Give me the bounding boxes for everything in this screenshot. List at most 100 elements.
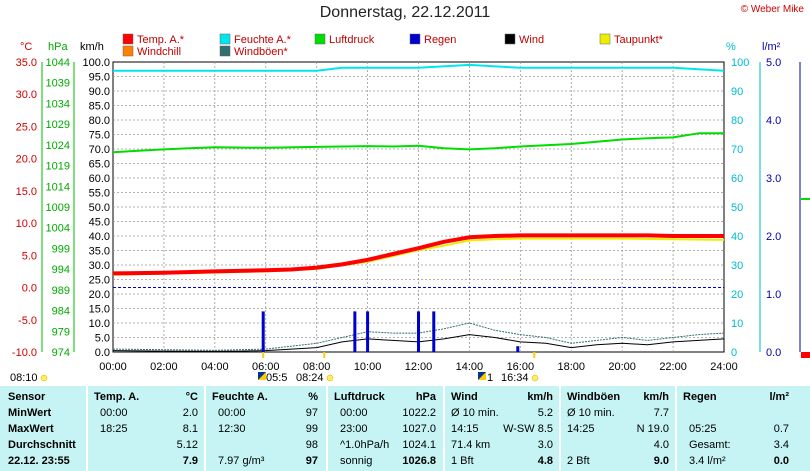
wind-tick-label: 35.0 xyxy=(89,246,110,258)
stats-table: Sensor Temp. A. °C Feuchte A.% Luftdruck hPa W… xyxy=(0,386,810,471)
time-tick-label: 14:00 xyxy=(456,361,484,373)
sun-moon-markers: 08:10 05:5 08:24 1 16:34 xyxy=(10,352,539,384)
legend-swatch xyxy=(219,45,231,57)
stats-row-label: 22.12. 23:55 xyxy=(8,455,70,467)
press-tick-label: 1039 xyxy=(46,78,70,90)
legend-swatch xyxy=(504,33,516,45)
press-unit-label: hPa xyxy=(48,41,68,53)
stats-gust-value: 7.7 xyxy=(653,407,669,419)
time-tick-label: 00:00 xyxy=(99,361,127,373)
hum-tick-label: 90 xyxy=(731,86,743,98)
legend-swatch xyxy=(122,45,134,57)
axis-units: °C hPa km/h% l/m² xyxy=(20,41,781,53)
weather-chart: Temp. A.* Feuchte A.* Luftdruck Regen Wind Ta… xyxy=(10,33,810,384)
sunset-time: 08:24 xyxy=(296,372,324,384)
wind-tick-label: 90.0 xyxy=(89,86,110,98)
stats-wind-value: 3.0 xyxy=(537,439,553,451)
series xyxy=(112,63,725,352)
time-tick-label: 22:00 xyxy=(659,361,687,373)
sunrise-icon-half xyxy=(258,372,266,380)
moonrise-time: 1 xyxy=(487,372,493,384)
stats-temp-value: 7.9 xyxy=(182,455,198,467)
press-tick-label: 979 xyxy=(52,326,70,338)
right-edge-marker-green xyxy=(801,198,810,200)
press-tick-label: 1044 xyxy=(46,57,70,69)
rain-tick-label: 3.0 xyxy=(766,173,781,185)
rain-tick-label: 1.0 xyxy=(766,289,781,301)
press-tick-label: 994 xyxy=(52,264,70,276)
wind-tick-label: 65.0 xyxy=(89,159,110,171)
stats-rain-value: 3.4 xyxy=(773,439,789,451)
stats-header-press: Luftdruck xyxy=(334,391,385,403)
stats-wind-note: 71.4 km xyxy=(451,439,491,451)
rain-tick-label: 0.0 xyxy=(766,347,781,359)
stats-hum-note: 7.97 g/m³ xyxy=(218,455,265,467)
series-line xyxy=(113,63,725,72)
hum-tick-label: 10 xyxy=(731,318,743,330)
wind-tick-label: 30.0 xyxy=(89,260,110,272)
stats-row: 22.12. 23:55 7.9 7.97 g/m³ 97 sonnig 1026.8 1 … xyxy=(0,454,810,469)
temp-tick-label: 30.0 xyxy=(16,89,37,101)
stats-press-value: 1022.2 xyxy=(402,407,436,419)
rain-tick-label: 4.0 xyxy=(766,115,781,127)
temp-unit-label: °C xyxy=(20,41,32,53)
sunrise-axis-marker xyxy=(262,352,265,358)
rain-unit-label: l/m² xyxy=(762,41,781,53)
stats-hum-value: 99 xyxy=(305,423,318,435)
stats-rain-value: 0.7 xyxy=(773,423,789,435)
stats-wind-value: 4.8 xyxy=(537,455,553,467)
wind-tick-label: 15.0 xyxy=(89,304,110,316)
sun-left-time: 08:10 xyxy=(10,372,38,384)
rain-tick-label: 2.0 xyxy=(766,231,781,243)
stats-wind-value: 5.2 xyxy=(537,407,553,419)
stats-hum-value: 97 xyxy=(305,407,318,419)
moon-icon xyxy=(531,374,539,382)
stats-row: MaxWert 18:25 8.1 12:30 99 23:00 1027.0 14:15 W-… xyxy=(0,422,810,437)
rain-bar xyxy=(516,346,520,352)
press-tick-label: 999 xyxy=(52,243,70,255)
press-tick-label: 1009 xyxy=(46,202,70,214)
time-tick-label: 20:00 xyxy=(608,361,636,373)
stats-header-press-unit: hPa xyxy=(415,391,436,403)
wind-tick-label: 10.0 xyxy=(89,318,110,330)
stats-wind-note: Ø 10 min. xyxy=(451,407,499,419)
wind-unit-label: km/h xyxy=(80,41,104,53)
tick-labels: 35.0 30.0 25.0 20.0 15.0 10.0 5.0 0.0 -5.0 -10.0 1… xyxy=(12,57,781,373)
hum-unit-label: % xyxy=(726,41,736,53)
stats-gust-value: N 19.0 xyxy=(636,423,669,435)
series-line xyxy=(112,322,725,351)
time-tick-label: 08:00 xyxy=(303,361,331,373)
legend-label: Feuchte A.* xyxy=(234,34,292,46)
time-tick-label: 02:00 xyxy=(150,361,178,373)
temp-tick-label: 5.0 xyxy=(22,250,37,262)
legend-swatch xyxy=(314,33,326,45)
stats-hum-value: 98 xyxy=(305,439,318,451)
legend-label: Regen xyxy=(424,34,456,46)
press-tick-label: 974 xyxy=(52,347,70,359)
rain-bar xyxy=(417,311,420,352)
stats-press-note: 00:00 xyxy=(340,407,368,419)
time-tick-label: 18:00 xyxy=(557,361,585,373)
stats-press-note: sonnig xyxy=(340,455,373,467)
stats-row-label: MinWert xyxy=(8,407,52,419)
hum-tick-label: 40 xyxy=(731,231,743,243)
stats-header-temp: Temp. A. xyxy=(94,391,140,403)
page-title: Donnerstag, 22.12.2011 xyxy=(319,4,491,21)
stats-rain-value: 0.0 xyxy=(773,455,789,467)
stats-header-hum-unit: % xyxy=(308,391,318,403)
temp-tick-label: 25.0 xyxy=(16,121,37,133)
hum-tick-label: 0 xyxy=(731,347,737,359)
stats-rain-note: 05:25 xyxy=(689,423,717,435)
rain-bar xyxy=(366,311,370,352)
sun-icon xyxy=(326,374,334,382)
wind-tick-label: 55.0 xyxy=(89,188,110,200)
moonset-axis-marker xyxy=(533,352,536,358)
legend-label: Temp. A.* xyxy=(137,34,185,46)
legend-label: Windchill xyxy=(137,46,181,58)
hum-tick-label: 60 xyxy=(731,173,743,185)
press-tick-label: 1019 xyxy=(46,161,70,173)
copyright-text: © Weber Mike xyxy=(740,4,804,15)
temp-tick-label: -5.0 xyxy=(18,315,37,327)
rain-tick-label: 5.0 xyxy=(766,57,781,69)
wind-tick-label: 70.0 xyxy=(89,144,110,156)
